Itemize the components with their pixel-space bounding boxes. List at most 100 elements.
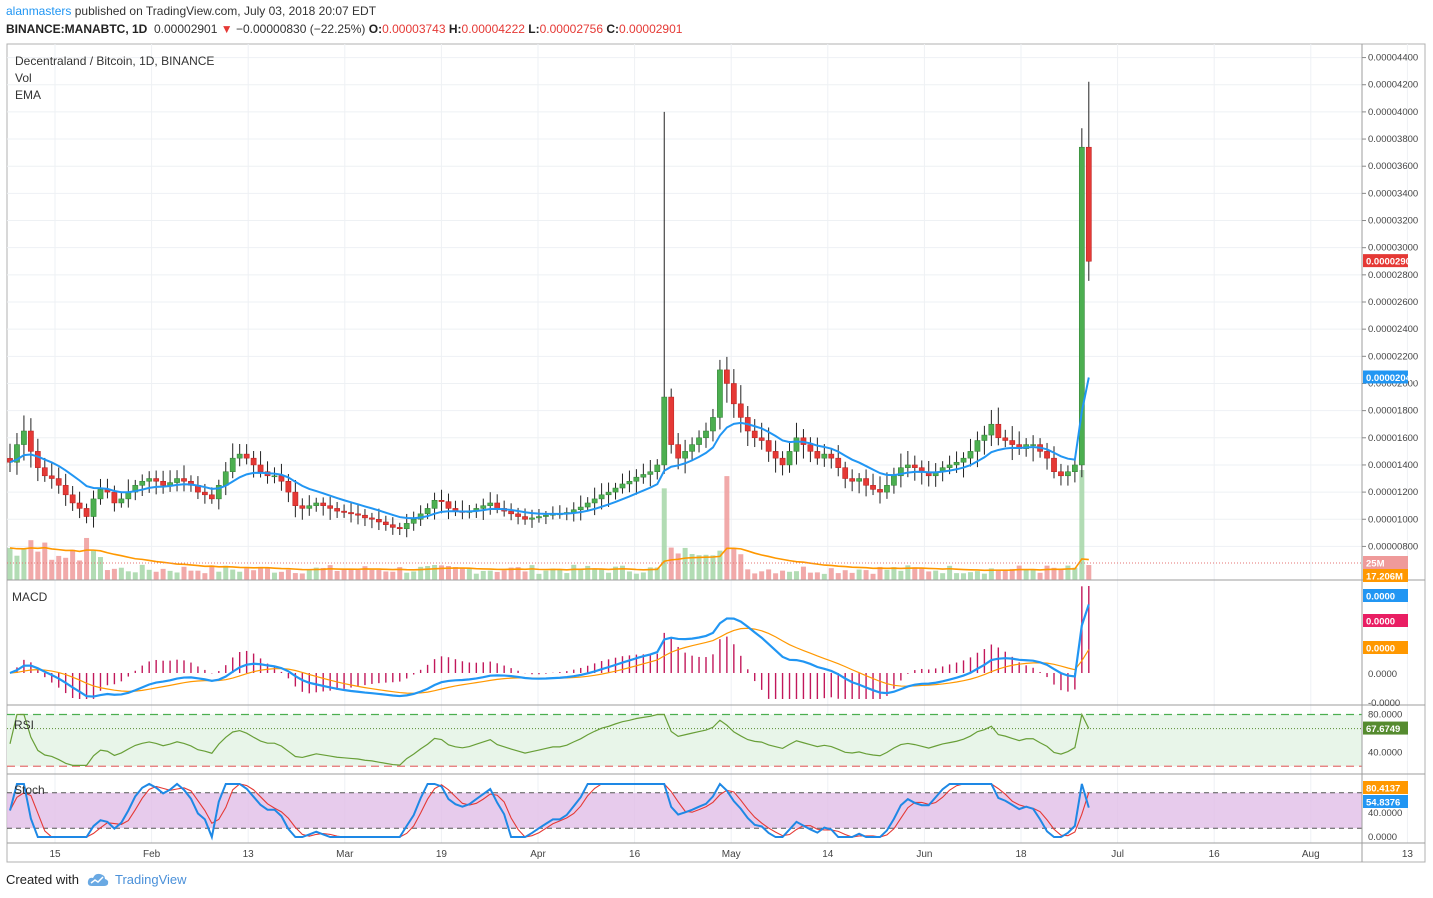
candle-down: [668, 396, 675, 445]
rsi-badge: 67.6749: [1366, 724, 1400, 735]
candle-up: [619, 483, 626, 489]
volume-bar: [223, 565, 229, 580]
candle-up: [967, 451, 974, 459]
macd-badge-bg: [1363, 589, 1408, 602]
candle-down: [765, 440, 772, 452]
volume-bar: [891, 567, 897, 580]
candle-down: [389, 524, 396, 528]
candle-down: [1058, 471, 1064, 477]
volume-bar: [745, 569, 751, 580]
publisher-name[interactable]: alanmasters: [6, 4, 72, 18]
volume-bar: [1002, 570, 1008, 580]
candle-down: [438, 500, 445, 502]
volume-bar: [1065, 565, 1071, 580]
volume-bar: [919, 568, 925, 580]
volume-bar: [56, 555, 62, 580]
price-tick-label: 0.00001000: [1368, 514, 1418, 525]
price-tick-label: 0.00001200: [1368, 487, 1418, 498]
volume-bar: [104, 570, 110, 580]
candle-down: [494, 502, 501, 509]
high-value: 0.00004222: [461, 22, 525, 36]
candle-down: [369, 517, 375, 520]
candles: [7, 81, 1092, 538]
volume-bar: [160, 568, 166, 580]
candle-down: [83, 508, 90, 517]
indicator-bands: [7, 713, 1362, 829]
candle-down: [334, 508, 340, 512]
candle-up: [577, 506, 584, 511]
volume-bar: [125, 571, 131, 580]
candle-up: [271, 475, 278, 478]
time-tick-label: Apr: [530, 849, 546, 860]
macd-badge: 0.0000: [1366, 592, 1395, 603]
candle-down: [62, 485, 69, 496]
volume-bar: [292, 573, 298, 580]
tradingview-logo[interactable]: TradingView: [87, 872, 187, 887]
tradingview-brand[interactable]: TradingView: [114, 872, 187, 887]
low-value: 0.00002756: [539, 22, 604, 36]
volume-bar: [793, 571, 799, 580]
volume-bar: [111, 568, 117, 580]
volume-bar: [898, 570, 904, 580]
price-tick-label: 0.00003000: [1368, 243, 1418, 254]
macd-label: MACD: [12, 590, 48, 604]
stoch-d-line: [9, 783, 1090, 838]
volume-bar: [209, 565, 215, 580]
macd-hist-badge: 0.0000: [1366, 644, 1395, 655]
volume-bar: [884, 569, 890, 580]
volume-bar: [731, 547, 737, 580]
candle-up: [118, 498, 125, 504]
price-axis[interactable]: 0.00004400 0.00004200 0.00004000 0.00003800…: [1362, 53, 1418, 843]
candle-up: [543, 514, 549, 517]
volume-bar: [940, 573, 946, 580]
volume-bar: [341, 569, 347, 580]
time-axis[interactable]: 15 Feb 13 Mar 19 Apr 16 May 14 Jun 18 Jul 16 Aug 13: [49, 849, 1413, 860]
candle-down: [278, 475, 285, 482]
footer: Created with TradingView: [6, 872, 187, 887]
candle-up: [821, 453, 828, 459]
volume-bar: [348, 569, 354, 580]
publish-info: alanmasters published on TradingView.com…: [6, 4, 376, 18]
volume-bar: [439, 565, 445, 580]
close-value: 0.00002901: [619, 22, 683, 36]
volume-bar: [167, 570, 173, 580]
volume-bar: [724, 476, 730, 580]
volume-bar: [640, 572, 646, 580]
volume-bar: [571, 564, 577, 580]
candle-down: [730, 383, 737, 405]
candle-up: [717, 369, 723, 418]
volume-bar: [967, 572, 973, 580]
price-tick-label: 0.00003600: [1368, 161, 1418, 172]
candle-up: [640, 474, 647, 478]
volume-bar: [780, 570, 786, 580]
rsi-line: [9, 712, 1090, 766]
candle-down: [208, 494, 215, 500]
volume-bar: [77, 560, 83, 580]
volume-bar: [411, 571, 417, 580]
volume-bar: [613, 566, 619, 580]
volume-bar: [390, 571, 396, 580]
price-tick-label: 0.00001800: [1368, 406, 1418, 417]
volume-bar: [285, 569, 291, 580]
volume-bar: [487, 570, 493, 580]
candle-up: [146, 478, 153, 482]
time-tick-label: 19: [436, 849, 448, 860]
volume-bar: [821, 573, 827, 580]
candle-up: [598, 494, 605, 500]
candle-down: [828, 453, 835, 459]
candle-down: [1051, 457, 1057, 472]
volume-bar: [981, 573, 987, 580]
volume-ma-badge: 17.206M: [1366, 572, 1403, 583]
stoch-k-badge: 54.8376: [1366, 798, 1400, 809]
price-change: −0.00000830 (−22.25%): [235, 22, 366, 36]
volume-bar: [647, 567, 653, 580]
candle-down: [515, 513, 521, 517]
macd-tick-label: -0.0000: [1368, 698, 1400, 709]
candle-down: [772, 451, 779, 459]
volume-bar: [362, 566, 368, 580]
time-tick-label: 16: [1209, 849, 1221, 860]
volume-bar: [84, 537, 90, 580]
volume-bar: [856, 569, 862, 580]
candle-up: [1065, 471, 1071, 477]
